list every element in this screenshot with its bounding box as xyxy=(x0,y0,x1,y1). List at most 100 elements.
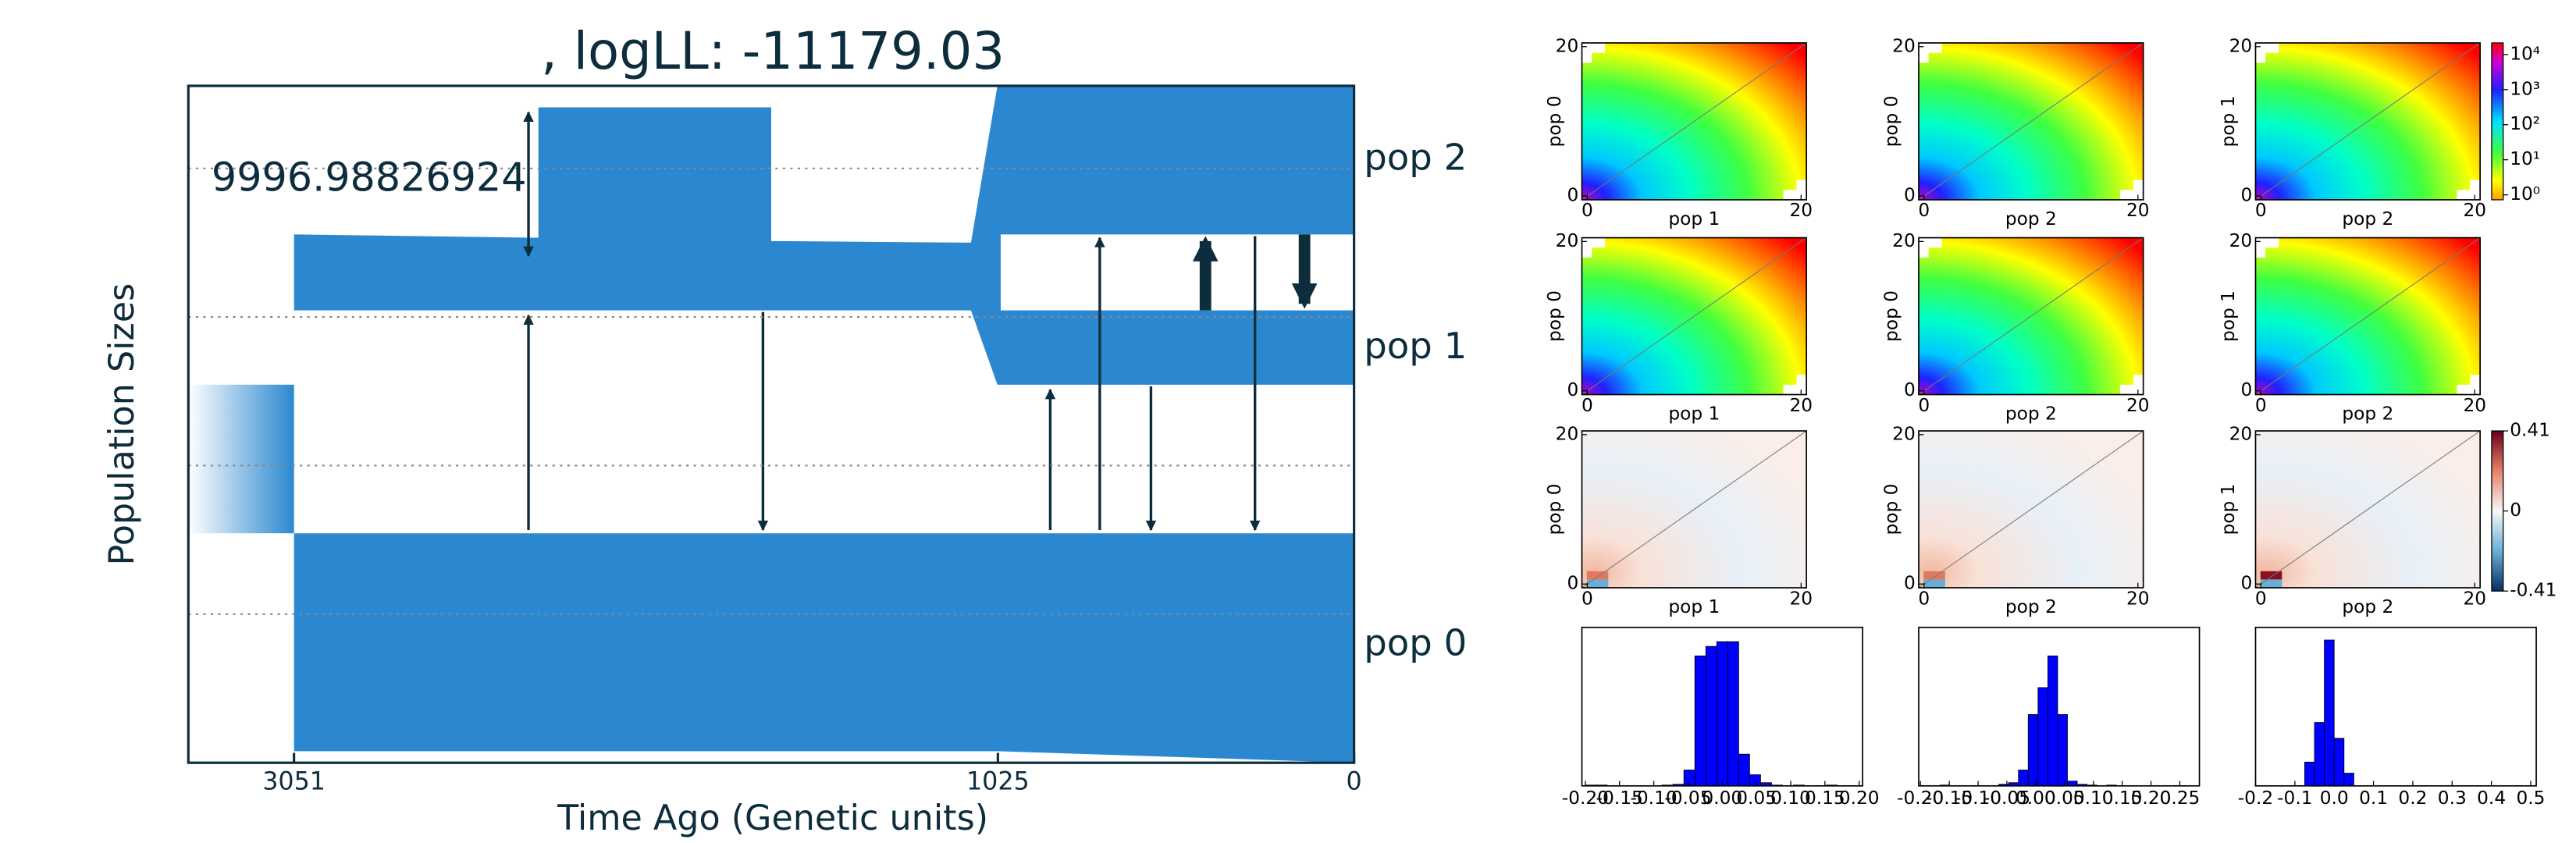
diagonal xyxy=(1582,237,1807,395)
y-axis-label: pop 1 xyxy=(2218,95,2239,147)
x-axis-label: pop 2 xyxy=(2342,403,2393,424)
x-axis-label: pop 2 xyxy=(2342,596,2393,617)
y-axis-label: pop 0 xyxy=(1881,95,1902,147)
diagonal xyxy=(2255,430,2481,589)
histogram-bar xyxy=(2324,639,2335,787)
y-axis-label: pop 0 xyxy=(1544,95,1565,147)
x-tick-label: 20 xyxy=(2126,395,2150,416)
histogram-bar xyxy=(2343,773,2354,787)
x-tick-label: 0.3 xyxy=(2438,788,2467,809)
panel-frame xyxy=(1918,430,2144,589)
histogram-bar xyxy=(1749,774,1761,787)
y-tick-label: 20 xyxy=(2229,423,2253,444)
x-tick-label: 0.25 xyxy=(2160,788,2201,809)
histogram-bar xyxy=(1727,641,1739,787)
x-tick-label: -0.20 xyxy=(1897,788,1944,809)
x-tick-label: -0.10 xyxy=(1630,788,1677,809)
heatmap-cell xyxy=(1923,571,1945,580)
histogram-bar xyxy=(1694,655,1706,787)
panel-frame xyxy=(1918,42,2144,201)
histogram-bar xyxy=(2314,722,2325,787)
x-tick-label: 0 xyxy=(1582,395,1593,416)
panel-frame xyxy=(1918,626,2201,787)
panel-frame xyxy=(1581,237,1808,396)
x-tick-label: 0 xyxy=(1582,588,1593,609)
x-tick-label: 0.15 xyxy=(1805,788,1845,809)
histogram-bar xyxy=(2333,738,2345,787)
histogram-bar xyxy=(1738,753,1750,787)
x-tick-label: 3051 xyxy=(262,768,326,796)
x-tick-label: 20 xyxy=(2126,200,2150,221)
y-tick-label: 0 xyxy=(2240,379,2252,400)
dotted-guides xyxy=(188,167,1354,615)
y-tick-label: 20 xyxy=(2229,230,2253,251)
x-tick-label: 20 xyxy=(2463,395,2486,416)
x-tick-label: 20 xyxy=(1790,588,1813,609)
x-tick-label: -0.05 xyxy=(1984,788,2030,809)
histogram-bar xyxy=(2018,770,2029,787)
histogram-bar xyxy=(1716,641,1728,787)
y-axis-label: pop 0 xyxy=(1544,290,1565,342)
y-tick-label: 20 xyxy=(2229,35,2253,56)
x-tick-label: 0.10 xyxy=(1770,788,1811,809)
x-tick-label: 0.10 xyxy=(2073,788,2114,809)
x-tick-label: 0.20 xyxy=(2131,788,2172,809)
panel-frame xyxy=(2254,430,2481,589)
y-tick-label: 0 xyxy=(1904,379,1916,400)
y-axis-label: pop 0 xyxy=(1881,290,1902,342)
x-axis-label: pop 2 xyxy=(2342,208,2393,229)
annotation: 9996.98826924 xyxy=(212,155,527,201)
y-tick-label: 20 xyxy=(1556,35,1579,56)
population-label: pop 0 xyxy=(1364,622,1467,664)
population-branch xyxy=(294,533,1354,763)
heatmap-cell xyxy=(2260,571,2282,580)
colorbar-label: 0.41 xyxy=(2510,420,2550,441)
y-axis-label: pop 0 xyxy=(1881,484,1902,535)
x-tick-label: 0.00 xyxy=(1702,788,1742,809)
x-tick-label: -0.10 xyxy=(1955,788,2001,809)
histogram-bar xyxy=(2067,781,2078,787)
x-tick-label: 0.00 xyxy=(2016,788,2056,809)
x-tick-label: 0 xyxy=(1918,200,1930,221)
panel-frame xyxy=(2254,626,2537,787)
x-tick-label: 0.0 xyxy=(2320,788,2349,809)
x-tick-label: 0 xyxy=(2255,588,2267,609)
colorbar xyxy=(2491,430,2504,592)
diagonal xyxy=(1918,42,2144,201)
y-tick-label: 20 xyxy=(1892,423,1916,444)
x-tick-label: 0.2 xyxy=(2398,788,2427,809)
heatmap-cell xyxy=(1923,579,1945,588)
heatmap-cell xyxy=(2260,579,2282,588)
x-tick-label: 0 xyxy=(1582,200,1593,221)
colorbar-label: 10² xyxy=(2510,113,2540,134)
heatmap-cell xyxy=(1586,571,1609,580)
x-tick-label: 0 xyxy=(1918,588,1930,609)
x-tick-label: 1025 xyxy=(966,768,1030,796)
histogram-bar xyxy=(2057,714,2068,787)
x-tick-label: 0 xyxy=(2255,395,2267,416)
x-tick-label: 0.20 xyxy=(1839,788,1880,809)
x-tick-label: 0.1 xyxy=(2359,788,2388,809)
y-axis-label: pop 1 xyxy=(2218,290,2239,342)
x-tick-label: 0.15 xyxy=(2102,788,2143,809)
x-tick-label: 20 xyxy=(2126,588,2150,609)
x-tick-label: 0 xyxy=(1918,395,1930,416)
colorbar-label: -0.41 xyxy=(2510,580,2556,601)
x-tick-label: 0.05 xyxy=(2044,788,2085,809)
x-axis-label: pop 2 xyxy=(2005,403,2057,424)
diagonal xyxy=(1582,42,1807,201)
histogram-bar xyxy=(1705,646,1717,787)
colorbar-label: 10⁰ xyxy=(2510,183,2540,205)
x-tick-label: 20 xyxy=(2463,588,2486,609)
colorbar xyxy=(2491,42,2504,201)
y-tick-label: 0 xyxy=(2240,573,2252,594)
histogram-bar xyxy=(2037,687,2048,787)
y-tick-label: 20 xyxy=(1556,230,1579,251)
panel-frame xyxy=(2254,237,2481,396)
y-tick-label: 20 xyxy=(1556,423,1579,444)
histogram-bar xyxy=(2304,761,2315,787)
x-tick-label: 0 xyxy=(2255,200,2267,221)
diagonal xyxy=(1918,430,2144,589)
